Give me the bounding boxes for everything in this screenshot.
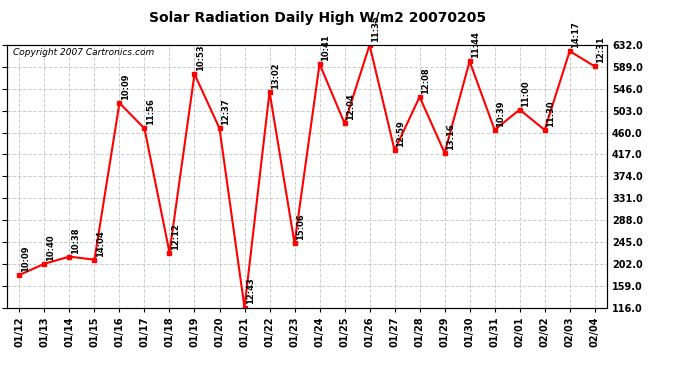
Text: 10:39: 10:39 [496,100,505,127]
Text: 12:43: 12:43 [246,278,255,304]
Text: 10:09: 10:09 [121,74,130,100]
Text: 13:02: 13:02 [270,62,279,89]
Text: 10:09: 10:09 [21,245,30,272]
Text: 11:35: 11:35 [371,15,380,42]
Text: 11:44: 11:44 [471,32,480,58]
Text: 13:16: 13:16 [446,123,455,150]
Text: 10:40: 10:40 [46,234,55,261]
Text: 11:30: 11:30 [546,100,555,127]
Text: 10:41: 10:41 [321,34,330,61]
Text: 12:37: 12:37 [221,99,230,125]
Text: 12:12: 12:12 [170,223,179,249]
Text: 15:06: 15:06 [296,214,305,240]
Text: Copyright 2007 Cartronics.com: Copyright 2007 Cartronics.com [13,48,154,57]
Text: 12:08: 12:08 [421,67,430,94]
Text: 10:38: 10:38 [70,227,79,254]
Text: 14:04: 14:04 [96,230,105,256]
Text: 11:00: 11:00 [521,80,530,106]
Text: 14:17: 14:17 [571,21,580,48]
Text: 12:31: 12:31 [596,37,605,63]
Text: 11:56: 11:56 [146,99,155,125]
Text: 12:59: 12:59 [396,120,405,147]
Text: 12:04: 12:04 [346,93,355,120]
Text: 10:53: 10:53 [196,44,205,71]
Text: Solar Radiation Daily High W/m2 20070205: Solar Radiation Daily High W/m2 20070205 [149,11,486,25]
